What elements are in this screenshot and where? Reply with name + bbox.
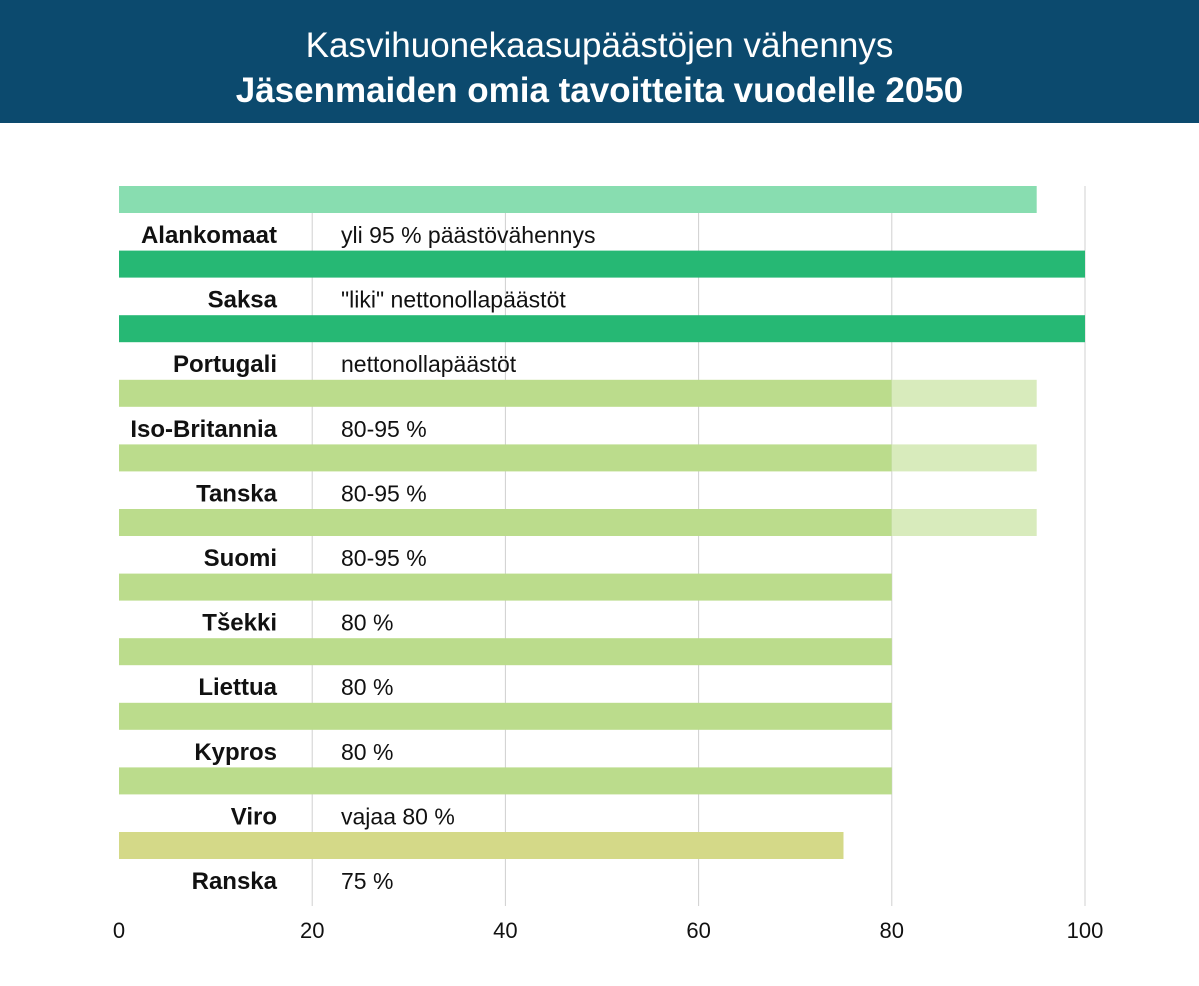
bar (119, 573, 892, 601)
bar-range-extension (891, 509, 1037, 536)
bar (119, 250, 1085, 278)
category-label: Kypros (194, 739, 277, 766)
bars (119, 186, 1085, 859)
data-label: yli 95 % päästövähennys (341, 222, 595, 248)
category-label: Liettua (198, 674, 277, 701)
bar (119, 444, 892, 472)
category-label: Alankomaat (141, 222, 277, 249)
chart-title: Kasvihuonekaasupäästöjen vähennys (305, 26, 894, 65)
x-tick-label: 20 (300, 918, 324, 943)
x-tick-label: 40 (493, 918, 517, 943)
chart-subtitle: Jäsenmaiden omia tavoitteita vuodelle 20… (235, 71, 964, 110)
bar (119, 702, 892, 730)
category-label: Tanska (196, 480, 278, 507)
bar (119, 767, 892, 795)
data-label: 80 % (341, 610, 393, 636)
x-axis-ticks: 0 20 40 60 80 100 (113, 918, 1103, 943)
data-label: 80 % (341, 739, 393, 765)
category-label: Saksa (208, 287, 278, 314)
category-label: Ranska (192, 868, 278, 895)
data-label: 80-95 % (341, 545, 427, 571)
x-tick-label: 80 (880, 918, 904, 943)
bar (119, 509, 892, 536)
data-label: 80 % (341, 674, 393, 700)
data-label: 80-95 % (341, 480, 427, 506)
category-label: Suomi (204, 545, 277, 572)
data-label: "liki" nettonollapäästöt (341, 287, 566, 313)
bar-range-extension (891, 444, 1037, 472)
x-tick-label: 60 (686, 918, 710, 943)
category-labels: Alankomaat yli 95 % päästövähennys Saksa "l… (130, 222, 595, 895)
data-label: 80-95 % (341, 416, 427, 442)
x-tick-label: 0 (113, 918, 125, 943)
data-label: 75 % (341, 868, 393, 894)
data-label: vajaa 80 % (341, 803, 455, 829)
bar (119, 832, 844, 859)
data-label: nettonollapäästöt (341, 351, 517, 377)
bar (119, 379, 892, 407)
bar (119, 638, 892, 666)
bar-range-extension (891, 379, 1037, 407)
bar (119, 186, 1037, 213)
category-label: Tšekki (202, 610, 277, 637)
category-label: Portugali (173, 351, 277, 378)
bar (119, 315, 1085, 343)
chart-header: Kasvihuonekaasupäästöjen vähennys Jäsenm… (0, 0, 1199, 123)
category-label: Viro (231, 803, 277, 830)
category-label: Iso-Britannia (130, 416, 277, 443)
x-tick-label: 100 (1067, 918, 1104, 943)
